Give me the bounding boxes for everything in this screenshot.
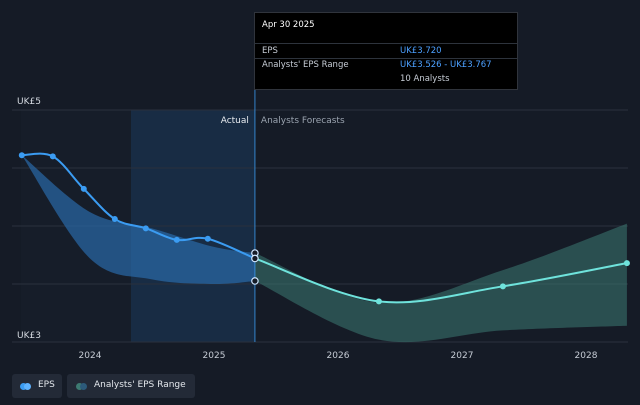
x-tick-label-2: 2026	[327, 351, 350, 361]
now-marker-2	[251, 277, 259, 285]
eps-point-4	[142, 225, 149, 232]
eps-dot-icon-secondary	[24, 383, 31, 390]
eps-line	[21, 152, 256, 260]
legend-item-eps[interactable]: EPS	[12, 374, 62, 398]
legend-item-range[interactable]: Analysts' EPS Range	[67, 374, 195, 398]
legend-eps-label: EPS	[38, 380, 55, 390]
forecast-label: Analysts Forecasts	[261, 116, 345, 126]
tooltip-range-value: UK£3.526 - UK£3.767	[400, 60, 492, 70]
x-tick-label-4: 2028	[575, 351, 598, 361]
forecast-point-1	[375, 298, 382, 305]
now-marker-1	[251, 254, 259, 263]
eps-point-3	[111, 216, 118, 223]
forecast-point-2	[499, 283, 506, 290]
forecast-point-3	[623, 260, 630, 267]
x-tick-label-3: 2027	[451, 351, 474, 361]
tooltip-row-range: Analysts' EPS Range UK£3.526 - UK£3.767	[255, 60, 517, 73]
tooltip-analysts-count: 10 Analysts	[400, 74, 450, 84]
tooltip: Apr 30 2025 EPS UK£3.720 Analysts' EPS R…	[254, 12, 518, 90]
eps-dot-icon	[20, 383, 27, 390]
eps-point-5	[173, 236, 180, 243]
x-tick-label-1: 2025	[203, 351, 226, 361]
tooltip-eps-label: EPS	[262, 46, 278, 56]
x-tick-label-0: 2024	[79, 351, 102, 361]
eps-point-1	[49, 153, 56, 160]
eps-history-band	[21, 155, 255, 285]
tooltip-row-eps: EPS UK£3.720	[255, 46, 517, 59]
y-tick-label-0: UK£5	[17, 97, 41, 107]
forecast-line	[254, 257, 628, 304]
eps-point-0	[18, 152, 25, 159]
tooltip-date: Apr 30 2025	[262, 20, 315, 30]
actual-label: Actual	[221, 116, 249, 126]
range-dot-icon-secondary	[80, 383, 87, 390]
tooltip-row-analysts: 10 Analysts	[255, 74, 517, 87]
eps-point-6	[204, 235, 211, 242]
tooltip-eps-value: UK£3.720	[400, 46, 442, 56]
forecast-range-band	[254, 223, 627, 343]
legend-range-label: Analysts' EPS Range	[94, 380, 186, 390]
range-dot-icon	[76, 383, 83, 390]
eps-point-2	[80, 185, 87, 192]
y-tick-label-1: UK£3	[17, 331, 41, 341]
tooltip-range-label: Analysts' EPS Range	[262, 60, 349, 70]
